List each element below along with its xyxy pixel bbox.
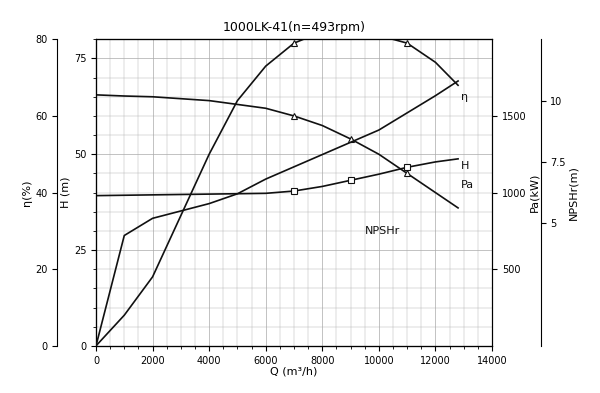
Y-axis label: Pa(kW): Pa(kW) xyxy=(529,173,539,212)
Text: NPSHr: NPSHr xyxy=(365,226,400,236)
Y-axis label: η(%): η(%) xyxy=(22,179,32,206)
Text: Pa: Pa xyxy=(461,180,474,190)
Y-axis label: NPSHr(m): NPSHr(m) xyxy=(569,165,578,220)
Text: H: H xyxy=(461,161,469,171)
Text: η: η xyxy=(461,92,468,102)
Y-axis label: H (m): H (m) xyxy=(61,177,71,208)
X-axis label: Q (m³/h): Q (m³/h) xyxy=(271,367,317,377)
Title: 1000LK-41(n=493rpm): 1000LK-41(n=493rpm) xyxy=(223,21,365,34)
